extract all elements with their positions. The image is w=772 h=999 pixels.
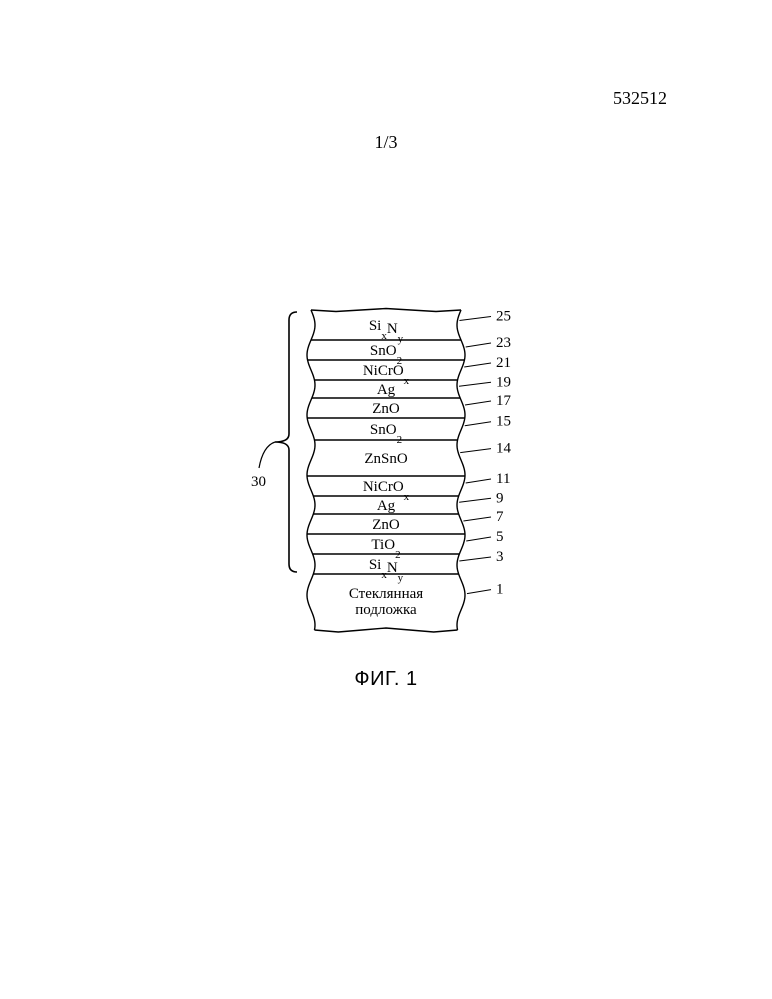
brace-leader [259, 442, 275, 468]
coating-brace [275, 312, 297, 572]
stack-top-edge [311, 309, 461, 312]
ref-leader [465, 401, 491, 405]
layer-ref-number: 17 [496, 393, 512, 409]
layer-label: SixNy [369, 318, 404, 345]
page-counter: 1/3 [374, 132, 397, 153]
page: 532512 1/3 SixNy25SnO223NiCrOx21Ag19ZnO1… [0, 0, 772, 999]
layer-stack-svg: SixNy25SnO223NiCrOx21Ag19ZnO17SnO215ZnSn… [196, 300, 576, 660]
layer-ref-number: 3 [496, 549, 504, 565]
layer-ref-number: 9 [496, 490, 504, 506]
ref-leader [466, 479, 491, 483]
layer-ref-number: 5 [496, 529, 504, 545]
brace-ref-number: 30 [251, 474, 266, 490]
layer-ref-number: 11 [496, 471, 510, 487]
ref-leader [460, 449, 491, 453]
ref-leader [459, 317, 491, 321]
layer-ref-number: 15 [496, 414, 511, 430]
figure-caption: ФИГ. 1 [196, 668, 576, 691]
layer-label: ZnO [372, 401, 400, 417]
ref-leader [465, 422, 491, 426]
layer-ref-number: 7 [496, 509, 504, 525]
ref-leader [466, 343, 491, 347]
layer-label: SixNy [369, 557, 404, 584]
layer-ref-number: 1 [496, 582, 504, 598]
stack-left-edge [307, 310, 315, 630]
layer-ref-number: 14 [496, 441, 512, 457]
figure-1: SixNy25SnO223NiCrOx21Ag19ZnO17SnO215ZnSn… [196, 300, 576, 691]
ref-leader [459, 557, 491, 561]
ref-leader [467, 590, 491, 594]
layer-label: Стеклянная [349, 586, 423, 602]
ref-leader [466, 537, 491, 541]
layer-ref-number: 23 [496, 335, 511, 351]
layer-label: ZnSnO [364, 451, 408, 467]
stack-right-edge [457, 310, 465, 630]
layer-label: Ag [377, 382, 396, 398]
ref-leader [464, 363, 491, 367]
stack-bottom-edge [314, 628, 457, 632]
layer-label: подложка [355, 602, 417, 618]
ref-leader [463, 517, 491, 521]
layer-label: ZnO [372, 517, 400, 533]
layer-ref-number: 21 [496, 355, 511, 371]
layer-label: Ag [377, 498, 396, 514]
ref-leader [459, 498, 491, 502]
layer-ref-number: 19 [496, 374, 511, 390]
ref-leader [459, 382, 491, 386]
document-number: 532512 [613, 88, 667, 109]
layer-label: SnO2 [370, 422, 402, 446]
layer-ref-number: 25 [496, 309, 511, 325]
